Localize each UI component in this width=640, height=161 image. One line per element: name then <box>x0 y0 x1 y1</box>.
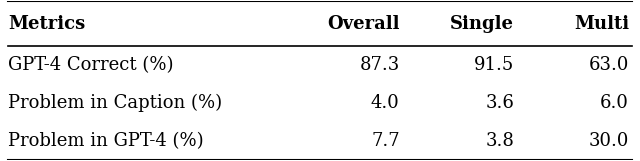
Text: 7.7: 7.7 <box>371 132 399 150</box>
Text: 87.3: 87.3 <box>360 56 399 74</box>
Text: GPT-4 Correct (%): GPT-4 Correct (%) <box>8 56 173 74</box>
Text: 30.0: 30.0 <box>589 132 629 150</box>
Text: Overall: Overall <box>327 14 399 33</box>
Text: 3.6: 3.6 <box>486 94 515 112</box>
Text: Problem in GPT-4 (%): Problem in GPT-4 (%) <box>8 132 204 150</box>
Text: Metrics: Metrics <box>8 14 85 33</box>
Text: 91.5: 91.5 <box>474 56 515 74</box>
Text: 4.0: 4.0 <box>371 94 399 112</box>
Text: Problem in Caption (%): Problem in Caption (%) <box>8 94 222 112</box>
Text: Multi: Multi <box>574 14 629 33</box>
Text: 3.8: 3.8 <box>486 132 515 150</box>
Text: 63.0: 63.0 <box>589 56 629 74</box>
Text: Single: Single <box>451 14 515 33</box>
Text: 6.0: 6.0 <box>600 94 629 112</box>
